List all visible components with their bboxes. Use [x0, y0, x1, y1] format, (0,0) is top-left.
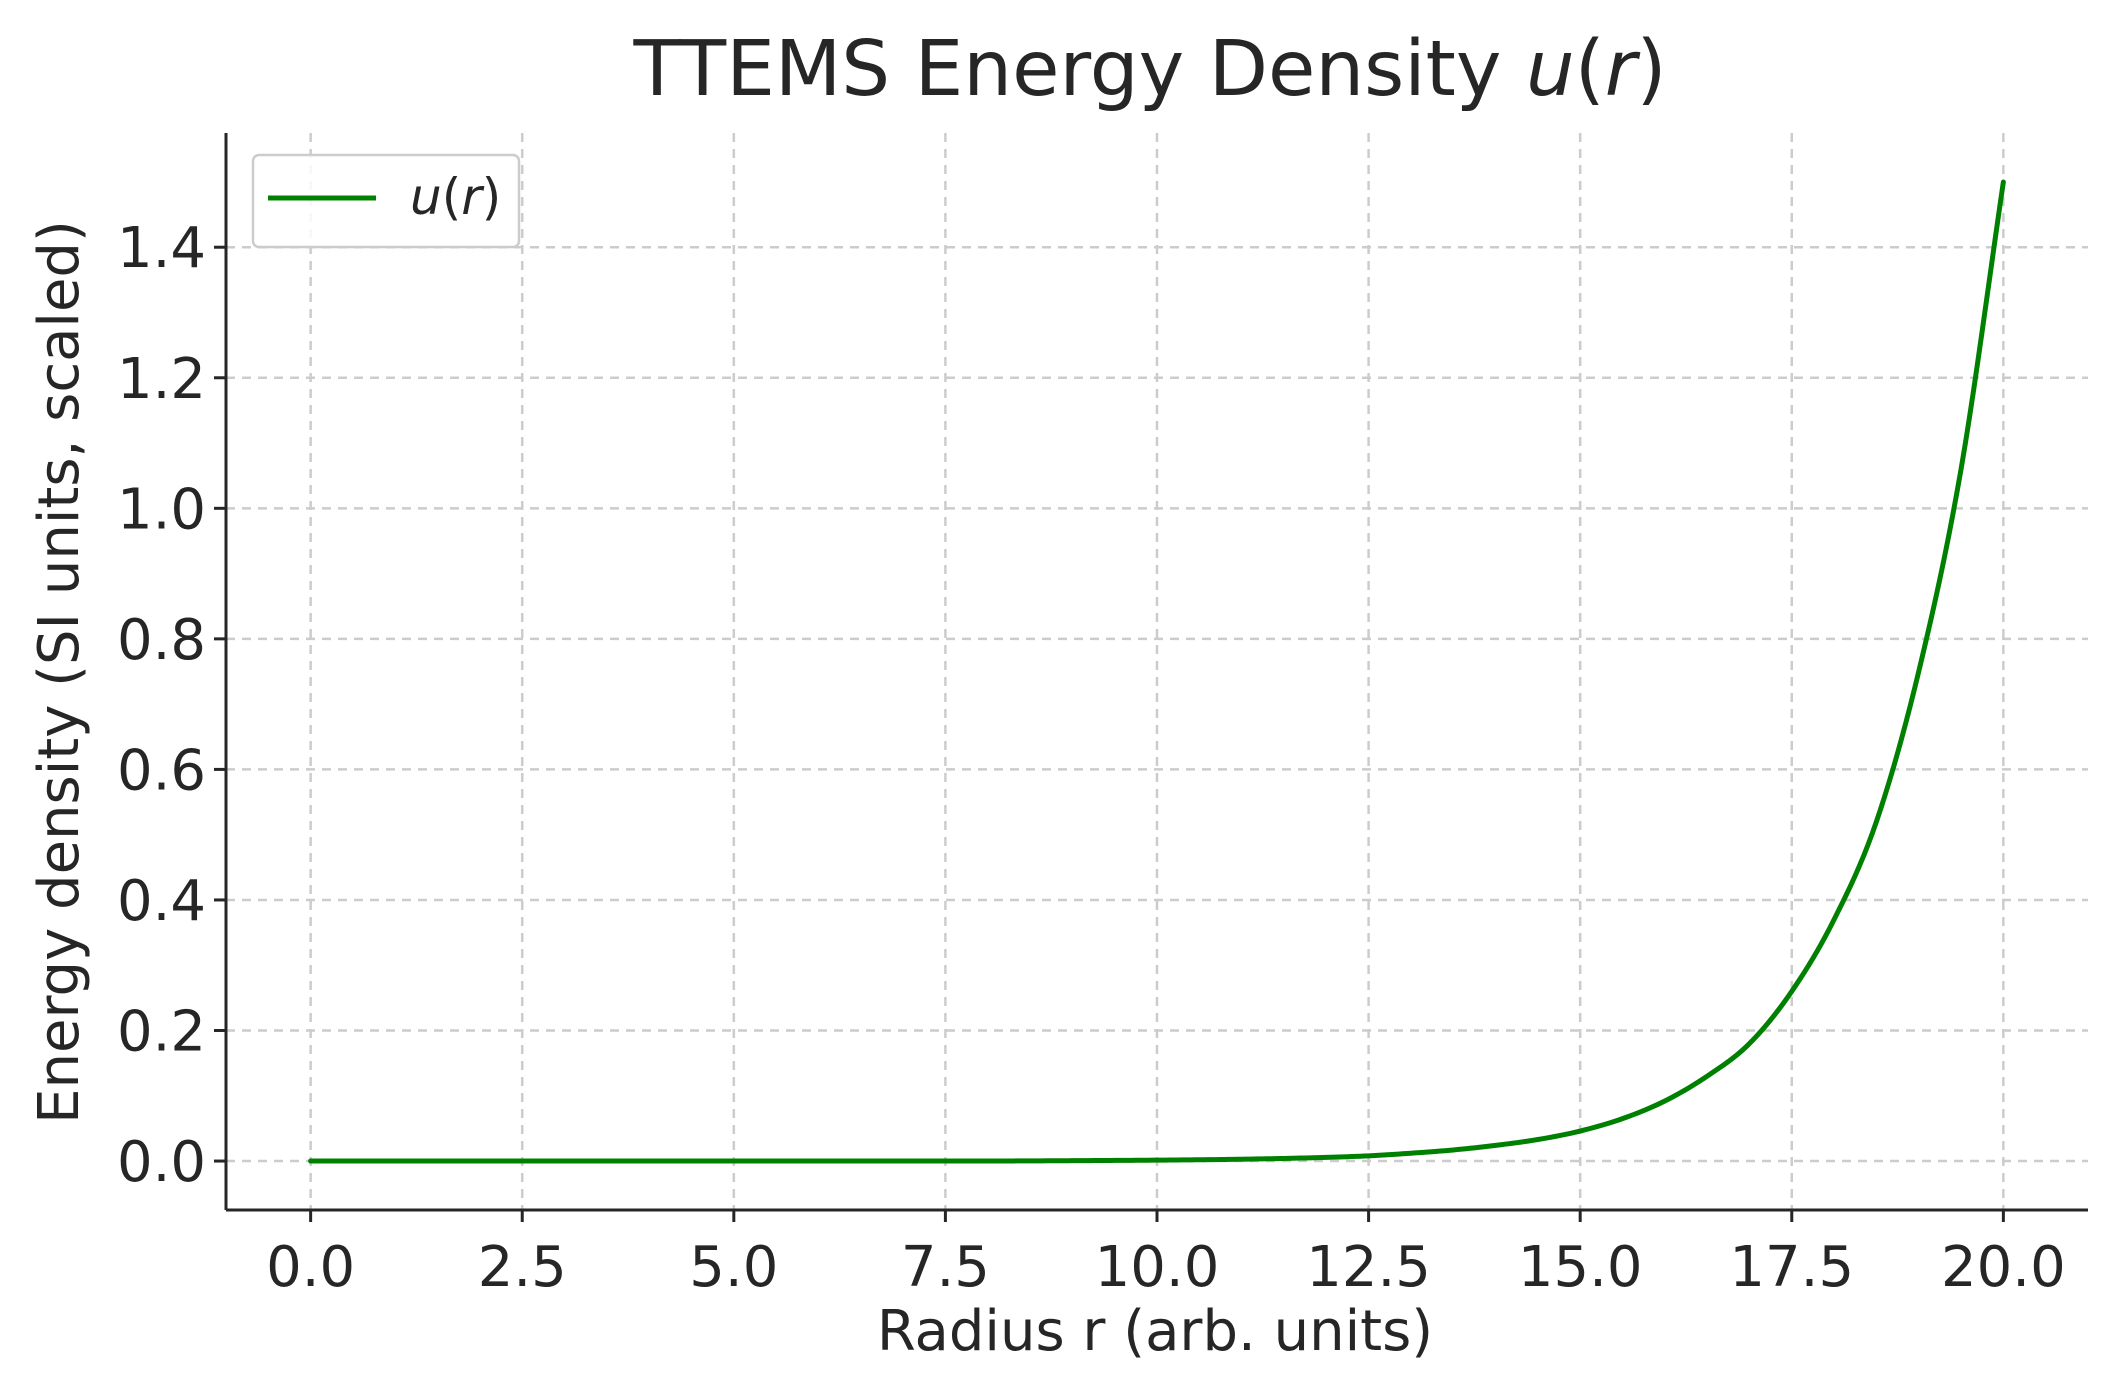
x-tick-label: 10.0	[1095, 1235, 1220, 1300]
grid	[226, 133, 2088, 1210]
y-tick-label: 1.0	[117, 477, 206, 542]
x-tick-label: 15.0	[1518, 1235, 1643, 1300]
x-tick-label: 7.5	[901, 1235, 990, 1300]
y-axis-ticks: 0.0 0.2 0.4 0.6 0.8 1.0 1.2 1.4	[117, 216, 226, 1195]
chart-title: TTEMS Energy Density u(r)	[633, 25, 1667, 114]
legend: u(r)	[251, 153, 521, 249]
y-tick-label: 0.8	[117, 608, 206, 673]
x-tick-label: 12.5	[1306, 1235, 1431, 1300]
x-tick-label: 5.0	[689, 1235, 778, 1300]
x-axis-ticks: 0.0 2.5 5.0 7.5 10.0 12.5 15.0 17.5 20.0	[266, 1210, 2066, 1300]
x-axis-label: Radius r (arb. units)	[877, 1299, 1433, 1364]
legend-box	[251, 153, 521, 249]
y-tick-label: 1.4	[117, 216, 206, 281]
x-tick-label: 2.5	[478, 1235, 567, 1300]
y-tick-label: 0.2	[117, 1000, 206, 1065]
y-tick-label: 0.6	[117, 738, 206, 803]
legend-label: u(r)	[410, 168, 501, 226]
series-line-0	[308, 179, 2006, 1164]
y-tick-label: 0.0	[117, 1130, 206, 1195]
y-axis-label: Energy density (SI units, scaled)	[27, 220, 92, 1124]
x-tick-label: 0.0	[266, 1235, 355, 1300]
y-tick-label: 1.2	[117, 347, 206, 412]
x-tick-label: 17.5	[1729, 1235, 1854, 1300]
y-tick-label: 0.4	[117, 869, 206, 934]
x-tick-label: 20.0	[1941, 1235, 2066, 1300]
plot-area	[308, 179, 2006, 1164]
